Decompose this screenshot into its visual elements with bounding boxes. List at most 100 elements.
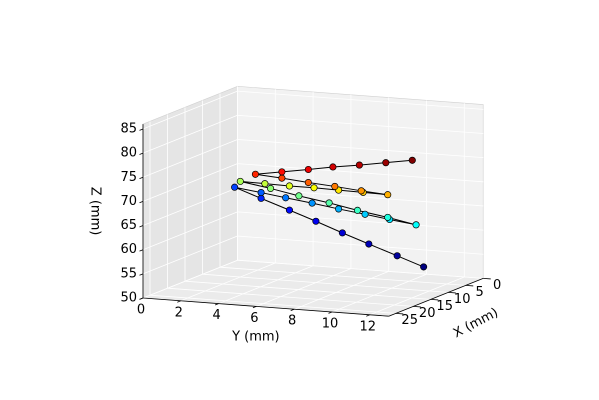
grid-line [142, 90, 238, 130]
point [329, 163, 337, 171]
tick-mark [139, 273, 144, 276]
point [278, 174, 286, 182]
grid-line [202, 273, 449, 293]
grid-line [142, 163, 238, 202]
grid-line [149, 294, 396, 314]
y-tick-label: 12 [360, 319, 377, 334]
z-tick-label: 60 [120, 242, 137, 257]
back-pane [237, 85, 484, 279]
grid-line [256, 268, 352, 307]
x-axis-line [388, 278, 484, 317]
grid-line [237, 211, 484, 231]
tick-mark [139, 152, 144, 155]
point [295, 192, 303, 200]
point [310, 184, 318, 192]
tick-mark [139, 201, 144, 204]
grid-line [237, 90, 484, 110]
grid-line [237, 163, 484, 183]
y-tick-label: 10 [322, 317, 339, 332]
point [236, 177, 244, 185]
grid-line [142, 139, 238, 178]
point [266, 184, 275, 192]
tick-mark [483, 278, 491, 280]
z-tick-label: 50 [120, 291, 137, 306]
point [282, 194, 290, 202]
grid-line [167, 287, 414, 307]
grid-line [369, 276, 465, 316]
grid-line [218, 265, 314, 304]
tick-mark [139, 297, 144, 300]
x-tick-label: 0 [493, 278, 501, 293]
point [357, 187, 365, 195]
tick-mark [139, 249, 144, 252]
point [408, 156, 416, 164]
point [384, 213, 392, 221]
y-axis-label: Y (mm) [231, 330, 280, 345]
z-tick-label: 75 [120, 170, 137, 185]
z-tick-label: 80 [120, 146, 137, 161]
point [338, 229, 346, 237]
x-tick-label: 15 [436, 299, 453, 314]
tick-mark [448, 292, 456, 294]
point [335, 205, 343, 213]
point [285, 206, 293, 214]
grid-line [142, 259, 238, 299]
point [312, 217, 320, 225]
tick-mark [395, 313, 404, 315]
tick-mark [465, 285, 474, 287]
point [393, 252, 401, 260]
grid-line [237, 114, 484, 134]
y-axis-line [142, 297, 389, 317]
point [384, 191, 392, 199]
y-tick-label: 4 [212, 308, 220, 323]
grid-line [142, 211, 238, 251]
point [325, 199, 333, 207]
y-tick-label: 0 [137, 303, 145, 318]
z-tick-label: 55 [120, 266, 137, 281]
grid-line [331, 273, 427, 313]
point [365, 240, 373, 248]
point [412, 221, 420, 229]
point [361, 210, 369, 218]
grid-line [237, 139, 484, 159]
point [257, 189, 265, 197]
tick-mark [413, 306, 421, 308]
grid-line [184, 280, 431, 300]
grid-line [142, 235, 238, 275]
x-tick-label: 10 [454, 292, 471, 307]
point [231, 183, 239, 191]
grid-line [142, 114, 238, 154]
grid-line [142, 187, 238, 226]
point [251, 170, 259, 178]
point [355, 161, 363, 169]
y-tick-label: 6 [250, 311, 258, 326]
point [304, 165, 312, 174]
tick-mark [139, 176, 144, 180]
tick-mark [139, 128, 144, 131]
y-tick-label: 8 [288, 314, 296, 329]
point [353, 206, 362, 214]
grid-line [237, 259, 484, 279]
grid-line [294, 271, 389, 310]
z-tick-label: 70 [120, 194, 137, 209]
z-axis-label: Z (mm) [88, 187, 103, 236]
x-tick-label: 5 [476, 285, 484, 300]
tick-mark [139, 225, 144, 228]
point [257, 194, 265, 202]
point [261, 180, 269, 188]
x-axis-label: X (mm) [451, 305, 501, 341]
x-tick-label: 25 [401, 313, 418, 328]
grid-line [219, 266, 466, 286]
point [331, 182, 339, 190]
point [420, 263, 428, 271]
z-tick-label: 65 [120, 218, 137, 233]
tick-mark [430, 299, 439, 301]
point [382, 159, 390, 167]
z-tick-label: 85 [120, 121, 137, 136]
point [304, 178, 312, 187]
point [285, 182, 293, 190]
x-tick-label: 20 [419, 306, 436, 321]
grid-line [180, 262, 276, 302]
